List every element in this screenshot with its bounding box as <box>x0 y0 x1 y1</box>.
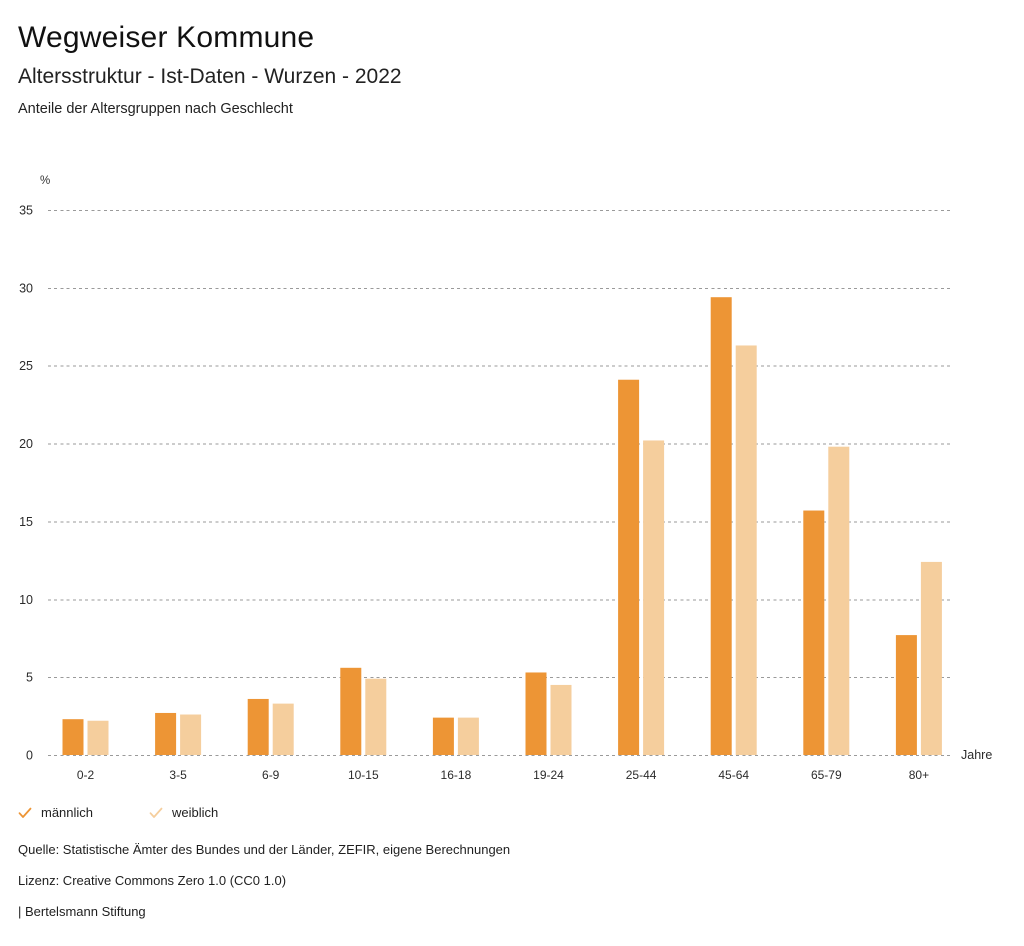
chart-caption: Anteile der Altersgruppen nach Geschlech… <box>18 101 293 117</box>
bar[interactable] <box>457 717 479 755</box>
bar[interactable] <box>247 698 269 755</box>
y-axis-tick-label: 25 <box>19 359 33 373</box>
chart-plot-area: % 0 5 10 15 20 25 30 35 0-2 3-5 6-9 10-15 16-18 19-24 2… <box>19 175 992 782</box>
legend-item-label: weiblich <box>172 805 219 820</box>
bar[interactable] <box>803 510 825 755</box>
y-axis-tick-label: 35 <box>19 204 33 218</box>
chart-footer: Quelle: Statistische Ämter des Bundes un… <box>18 841 978 934</box>
chart-header: Wegweiser Kommune Altersstruktur - Ist-D… <box>18 0 998 118</box>
x-axis-tick-label: 0-2 <box>77 768 95 782</box>
bar[interactable] <box>365 678 387 755</box>
bar[interactable] <box>62 719 84 755</box>
bar[interactable] <box>618 379 640 755</box>
source-note: Quelle: Statistische Ämter des Bundes un… <box>18 842 511 857</box>
legend-item-maennlich[interactable]: männlich <box>18 806 93 820</box>
bar[interactable] <box>895 635 917 755</box>
legend-item-label: männlich <box>41 805 94 820</box>
x-axis-tick-label: 80+ <box>909 768 929 782</box>
y-axis-tick-label: 15 <box>19 515 33 529</box>
bar[interactable] <box>155 712 177 755</box>
y-axis-unit-label: % <box>40 175 50 187</box>
check-icon <box>18 807 32 818</box>
x-axis-tick-label: 45-64 <box>718 768 749 782</box>
y-axis-tick-label: 30 <box>19 281 33 295</box>
x-axis-label: Jahre <box>961 748 992 762</box>
y-axis-tick-label: 10 <box>19 593 33 607</box>
y-axis-tick-label: 20 <box>19 437 33 451</box>
x-axis-tick-label: 6-9 <box>262 768 280 782</box>
chart-legend: männlich weiblich <box>18 803 218 823</box>
y-axis-tick-label: 0 <box>26 749 33 763</box>
x-axis-tick-label: 3-5 <box>169 768 187 782</box>
x-axis-tick-label: 16-18 <box>441 768 472 782</box>
bar[interactable] <box>525 672 547 755</box>
bar[interactable] <box>87 720 109 755</box>
x-axis-tick-label: 10-15 <box>348 768 379 782</box>
bar[interactable] <box>340 667 362 755</box>
bar[interactable] <box>180 714 202 755</box>
bar[interactable] <box>920 561 942 755</box>
y-axis-tick-label: 5 <box>26 671 33 685</box>
license-note: Lizenz: Creative Commons Zero 1.0 (CC0 1… <box>18 873 287 888</box>
check-icon <box>149 807 163 818</box>
bar-chart-svg: % 0 5 10 15 20 25 30 35 0-2 3-5 6-9 10-15 16-18 19-24 2… <box>19 175 992 782</box>
bar[interactable] <box>735 345 757 755</box>
x-axis-tick-label: 25-44 <box>626 768 657 782</box>
chart-subtitle: Altersstruktur - Ist-Daten - Wurzen - 20… <box>18 65 402 88</box>
x-axis-tick-label: 19-24 <box>533 768 564 782</box>
legend-item-weiblich[interactable]: weiblich <box>149 806 218 820</box>
x-axis-tick-label: 65-79 <box>811 768 842 782</box>
bar[interactable] <box>550 684 572 755</box>
bar[interactable] <box>643 440 665 755</box>
bar[interactable] <box>710 297 732 755</box>
publisher-note: | Bertelsmann Stiftung <box>18 904 146 919</box>
bar[interactable] <box>828 446 850 755</box>
bar[interactable] <box>272 703 294 755</box>
page-title: Wegweiser Kommune <box>18 21 315 54</box>
bar[interactable] <box>432 717 454 755</box>
